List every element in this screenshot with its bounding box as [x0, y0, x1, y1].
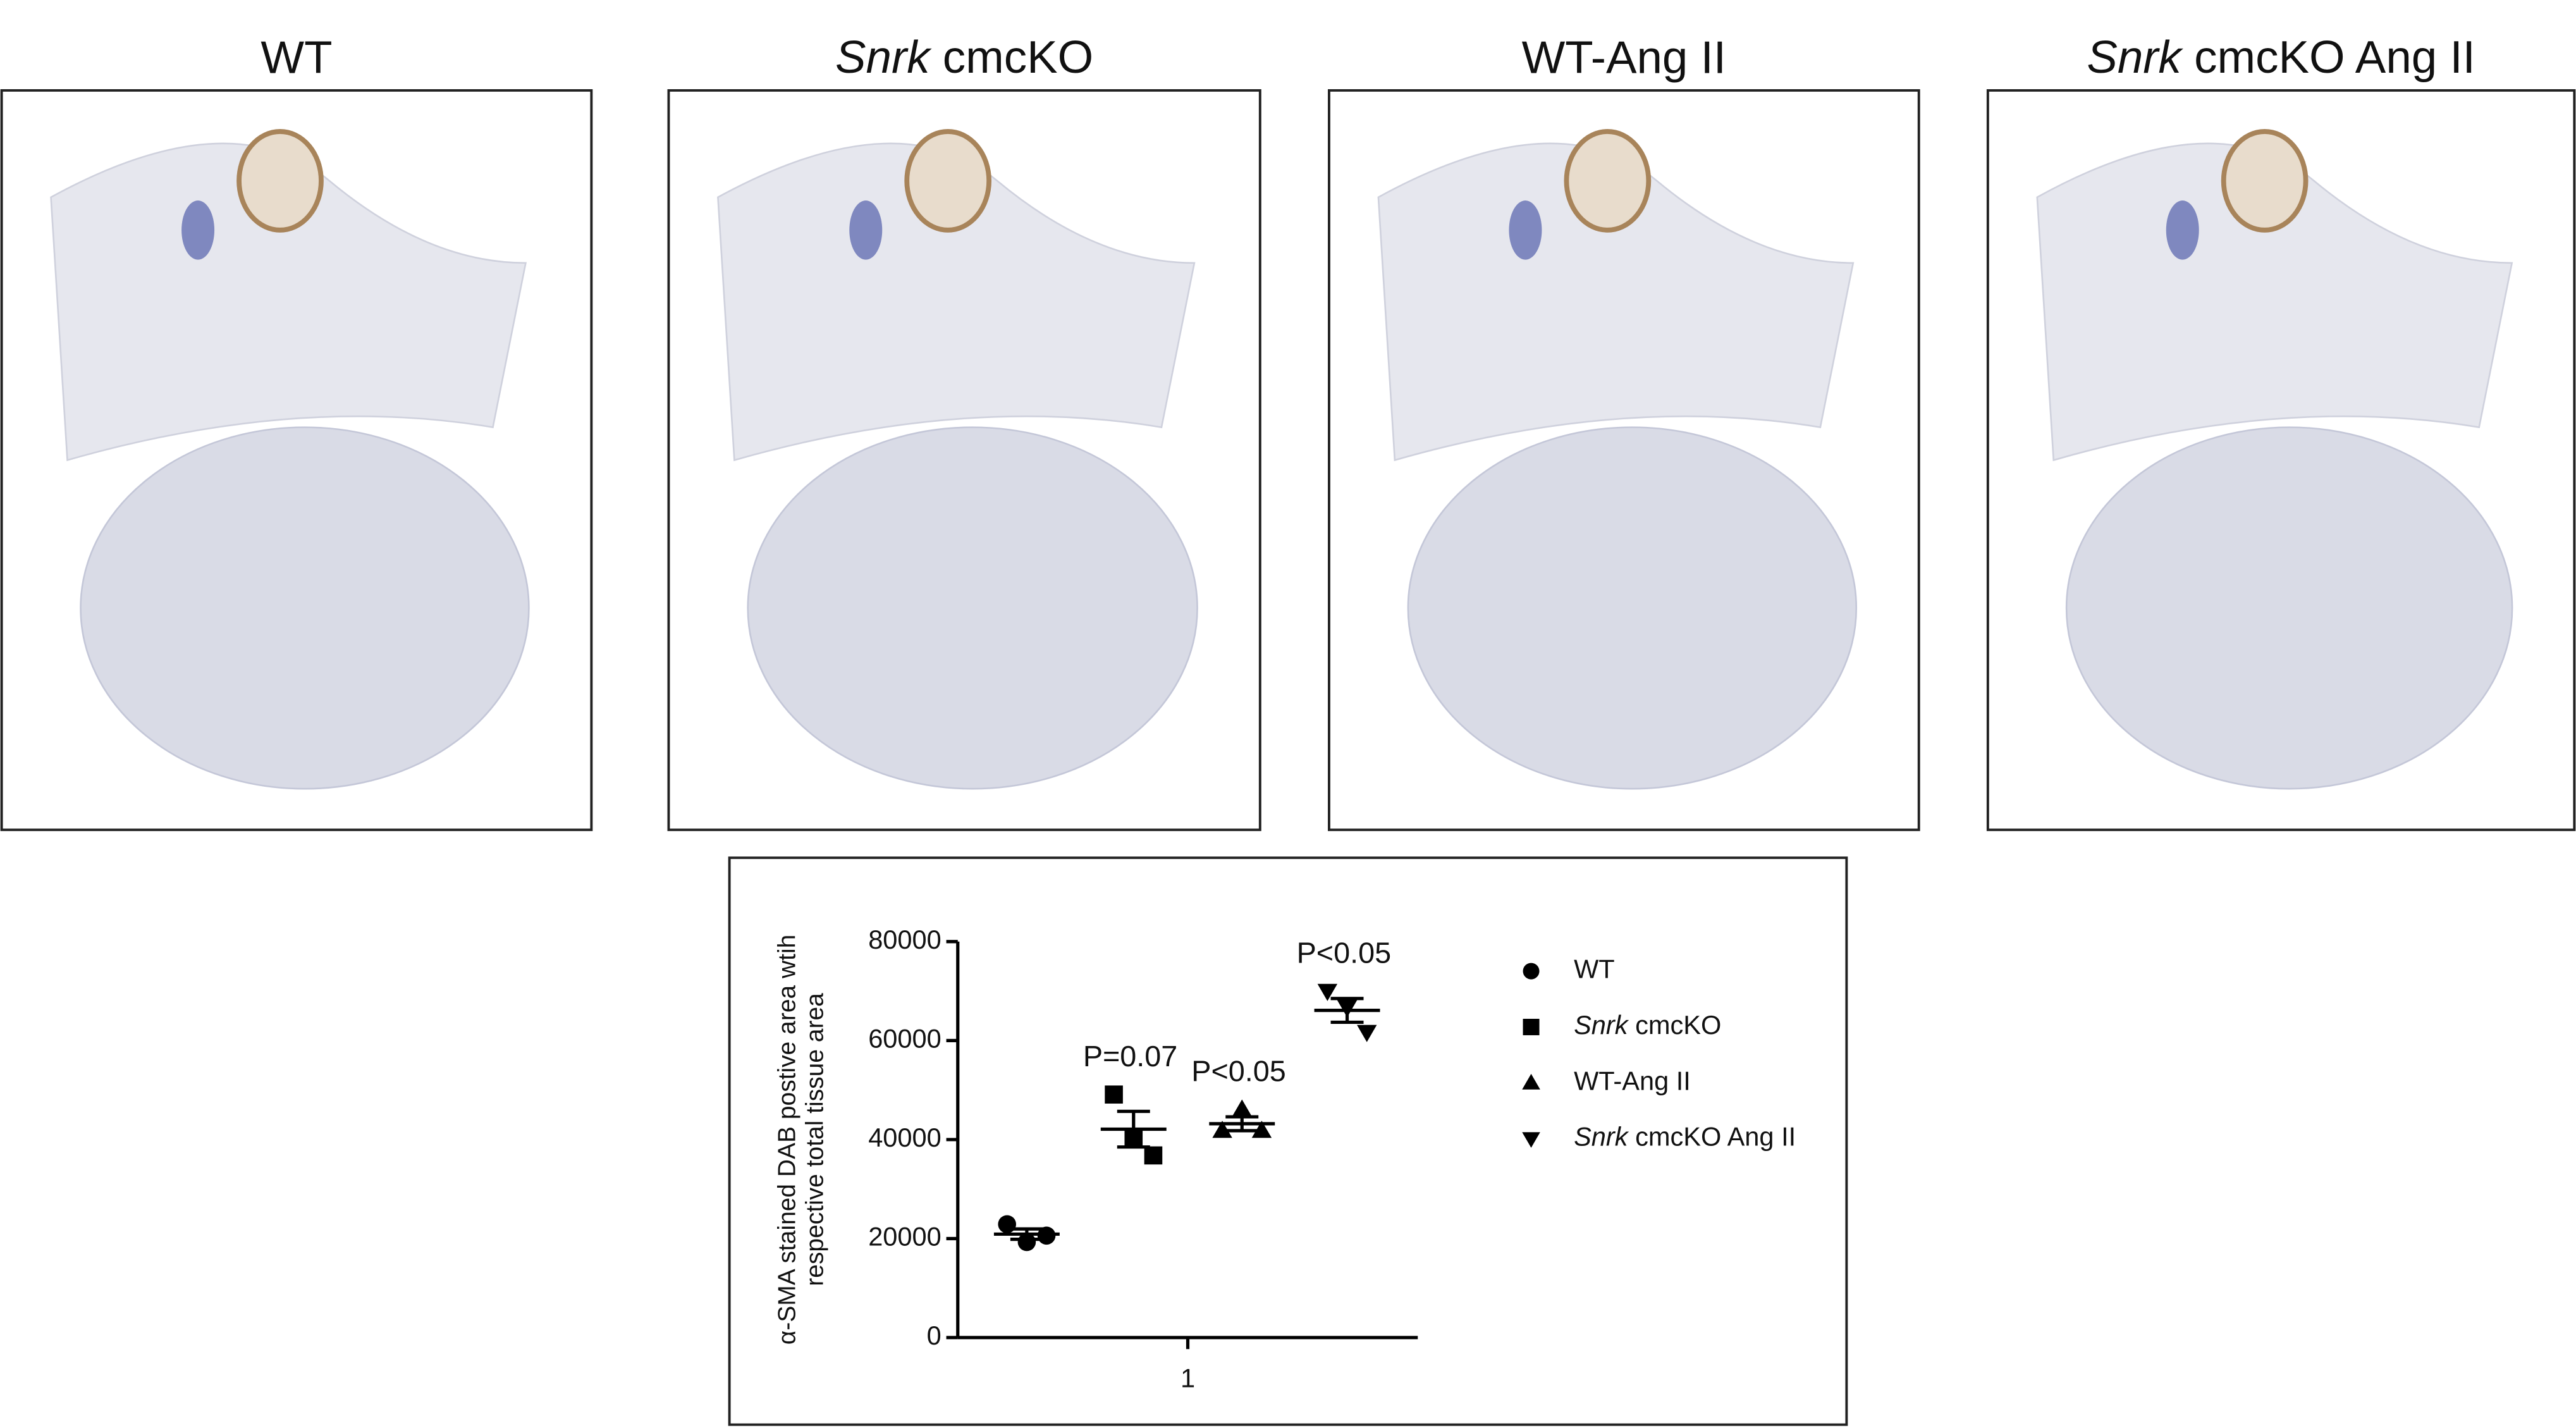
point	[1212, 1121, 1232, 1138]
chart-frame	[728, 856, 1848, 1426]
point	[1144, 1146, 1163, 1165]
tissue-heart	[80, 426, 530, 790]
error-bar	[1330, 997, 1364, 1025]
panel-title: Snrk cmcKO	[835, 32, 1093, 83]
legend-label: Snrk cmcKO Ang II	[1574, 1122, 1796, 1152]
point	[1105, 1085, 1123, 1104]
y-tick-label: 20000	[868, 1221, 941, 1251]
tissue-upper	[50, 142, 527, 462]
y-axis-label: α-SMA stained DAB postive area wtih	[773, 935, 800, 1345]
tissue-upper	[717, 142, 1196, 462]
tissue-vessel	[236, 129, 324, 233]
tissue-blue	[181, 200, 215, 260]
error-bar	[1225, 1115, 1259, 1133]
y-tick-label: 80000	[868, 925, 941, 954]
tissue-upper	[2036, 142, 2513, 462]
panel-title: WT-Ang II	[1522, 32, 1726, 83]
x-tick-label: 1	[1181, 1363, 1195, 1393]
tissue-blue	[1509, 200, 1542, 260]
tissue-vessel	[1564, 129, 1652, 233]
y-tick-label: 40000	[868, 1123, 941, 1152]
legend-label: WT	[1574, 954, 1615, 984]
tissue-heart	[747, 426, 1198, 790]
y-axis-label: respective total tissue area	[802, 993, 829, 1286]
point	[1522, 1132, 1540, 1148]
annotation: P<0.05	[1191, 1054, 1285, 1087]
legend-label: WT-Ang II	[1574, 1066, 1691, 1095]
y-tick-label: 60000	[868, 1023, 941, 1053]
tissue-heart	[2065, 426, 2513, 790]
panel-title: WT	[261, 32, 332, 83]
tissue-vessel	[2221, 129, 2309, 233]
point	[1232, 1099, 1252, 1117]
annotation: P=0.07	[1083, 1040, 1177, 1073]
point	[1017, 1233, 1036, 1252]
point	[1251, 1121, 1272, 1138]
histology-panels: WT Snrk cmcKO WT-Ang II Snrk cmcKO Ang II	[0, 32, 2576, 832]
tissue-vessel	[904, 129, 992, 233]
error-bar	[1010, 1227, 1043, 1241]
legend-label: Snrk cmcKO	[1574, 1010, 1721, 1040]
point	[1317, 983, 1338, 1001]
chart: 0 20000 40000 60000 80000 1 α-SMA stained DAB …	[773, 925, 1796, 1393]
point	[1522, 1074, 1540, 1090]
point	[1523, 1018, 1540, 1035]
panel-title: Snrk cmcKO Ang II	[2087, 32, 2475, 83]
annotation: P<0.05	[1297, 936, 1391, 969]
y-tick-label: 0	[927, 1320, 941, 1350]
point	[1523, 963, 1540, 980]
tissue-blue	[849, 200, 883, 260]
tissue-upper	[1377, 142, 1855, 462]
point	[1356, 1025, 1377, 1042]
error-bar	[1117, 1109, 1150, 1149]
tissue-heart	[1407, 426, 1858, 790]
tissue-blue	[2166, 200, 2199, 260]
